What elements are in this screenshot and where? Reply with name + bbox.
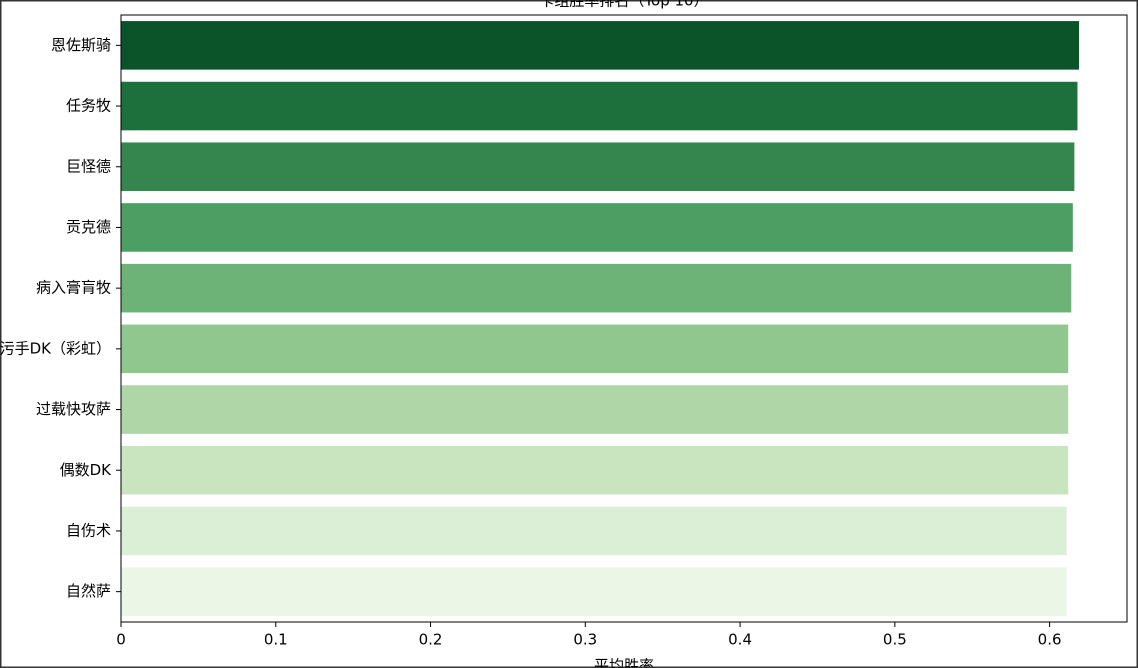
y-tick-label: 自伤术 (66, 521, 111, 539)
x-tick-label: 0.6 (1038, 631, 1062, 649)
x-tick-label: 0.5 (883, 631, 907, 649)
x-tick-label: 0.3 (573, 631, 597, 649)
bar (121, 567, 1067, 616)
x-tick-label: 0.1 (264, 631, 288, 649)
y-tick-label: 巨怪德 (66, 157, 111, 175)
y-tick-label: 过载快攻萨 (36, 400, 111, 418)
y-tick-label: 偶数DK (60, 461, 113, 479)
bar (121, 385, 1069, 434)
y-tick-label: 任务牧 (66, 97, 111, 115)
x-tick-label: 0.4 (728, 631, 752, 649)
bar (121, 21, 1080, 70)
bar (121, 506, 1067, 556)
bar (121, 445, 1069, 495)
bar (121, 142, 1075, 192)
bar (121, 81, 1078, 131)
chart-title: 卡组胜率排名（Top 10） (539, 0, 708, 10)
bar (121, 263, 1072, 313)
bar (121, 324, 1069, 374)
x-tick-label: 0.2 (419, 631, 443, 649)
x-tick-label: 0 (116, 631, 126, 649)
x-axis-label: 平均胜率 (594, 657, 654, 668)
y-tick-label: 病入膏肓牧 (36, 279, 111, 297)
bar (121, 203, 1073, 252)
y-tick-label: 恩佐斯骑 (51, 36, 111, 54)
y-tick-label: 自然萨 (66, 582, 111, 600)
y-tick-label: 贡克德 (66, 218, 111, 236)
y-tick-label: 污手DK（彩虹） (0, 339, 111, 357)
plot-frame (120, 14, 1128, 623)
